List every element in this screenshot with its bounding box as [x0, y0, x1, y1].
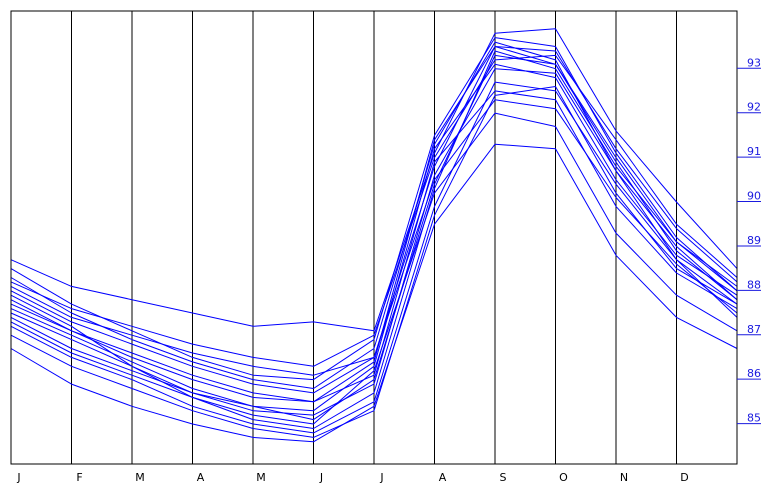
series-line: [10, 28, 738, 332]
x-tick-label: D: [680, 471, 688, 484]
series-line: [10, 46, 738, 403]
series-lines: [10, 28, 738, 443]
x-tick-label: N: [620, 471, 628, 484]
series-line: [10, 68, 738, 416]
series-line: [10, 90, 738, 403]
y-tick-label: 92: [747, 101, 761, 114]
x-tick-label: O: [559, 471, 568, 484]
series-line: [10, 37, 738, 381]
x-tick-label: S: [500, 471, 507, 484]
y-tick-label: 89: [747, 234, 761, 247]
x-tick-label: A: [197, 471, 205, 484]
series-line: [10, 86, 738, 438]
x-tick-label: M: [256, 471, 266, 484]
series-line: [10, 50, 738, 429]
series-line: [10, 54, 738, 421]
y-tick-label: 86: [747, 367, 761, 380]
y-tick-label: 88: [747, 278, 761, 291]
x-tick-label: M: [135, 471, 145, 484]
x-tick-label: J: [319, 471, 323, 484]
y-tick-label: 90: [747, 190, 761, 203]
x-tick-label: J: [379, 471, 383, 484]
series-line: [10, 54, 738, 367]
y-axis: 85 86 87 88 89 90 91 92 93: [737, 56, 761, 425]
series-line: [10, 63, 738, 412]
series-line: [10, 81, 738, 434]
y-tick-label: 91: [747, 145, 761, 158]
x-tick-label: F: [76, 471, 82, 484]
series-line: [10, 143, 738, 443]
vertical-gridlines: [71, 11, 677, 464]
y-tick-label: 93: [747, 56, 761, 69]
y-tick-label: 87: [747, 323, 761, 336]
x-tick-label: J: [16, 471, 20, 484]
y-tick-label: 85: [747, 412, 761, 425]
series-line: [10, 99, 738, 376]
x-tick-label: A: [439, 471, 447, 484]
plot-frame: [10, 10, 738, 465]
